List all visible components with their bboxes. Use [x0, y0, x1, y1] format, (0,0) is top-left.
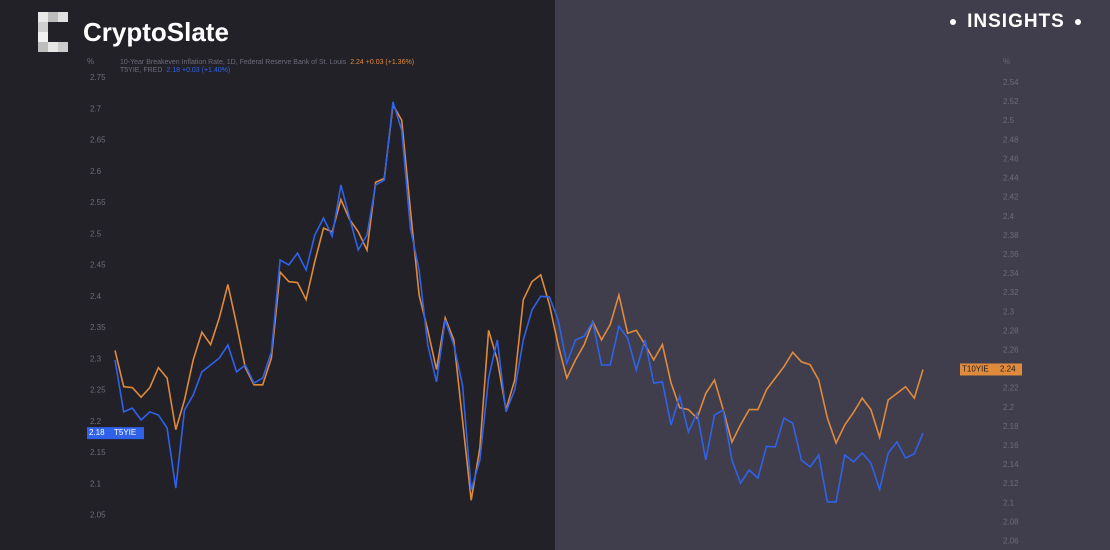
logo: [38, 12, 68, 52]
tag-value: 2.18: [89, 428, 105, 437]
y-tick-label: 2.6: [90, 167, 102, 176]
badge-dot: [1075, 19, 1081, 25]
y-tick-label: 2.45: [90, 261, 106, 270]
legend-value: 2.24 +0.03 (+1.36%): [350, 59, 414, 66]
background-highlight: [555, 0, 1110, 550]
y2-tick-label: 2.08: [1003, 517, 1019, 526]
y-tick-label: 2.05: [90, 511, 106, 520]
y-tick-label: 2.75: [90, 73, 106, 82]
y2-unit: %: [1003, 57, 1010, 66]
y-unit: %: [87, 57, 94, 66]
line: [114, 101, 924, 503]
y2-tick-label: 2.42: [1003, 193, 1019, 202]
y-tick-label: 2.25: [90, 386, 106, 395]
y2-tick-label: 2.4: [1003, 212, 1015, 221]
y-tick-label: 2.4: [90, 292, 102, 301]
tag-name: T5YIE: [114, 428, 136, 437]
y2-tick-label: 2.1: [1003, 498, 1015, 507]
y-tick-label: 2.2: [90, 417, 102, 426]
y-tick-label: 2.5: [90, 229, 102, 238]
y-tick-label: 2.3: [90, 354, 102, 363]
line: [114, 102, 924, 501]
tag-box: [960, 363, 1022, 376]
y2-tick-label: 2.16: [1003, 441, 1019, 450]
tag-value: 2.24: [1000, 365, 1016, 374]
y2-tick-label: 2.12: [1003, 479, 1019, 488]
y2-tick-label: 2.48: [1003, 135, 1019, 144]
tag-name: T10YIE: [962, 365, 989, 374]
y2-tick-label: 2.2: [1003, 403, 1015, 412]
y2-tick-label: 2.18: [1003, 422, 1019, 431]
y2-tick-label: 2.06: [1003, 537, 1019, 546]
y2-tick-label: 2.54: [1003, 78, 1019, 87]
y2-tick-label: 2.34: [1003, 269, 1019, 278]
y-tick-label: 2.55: [90, 198, 106, 207]
y2-tick-label: 2.28: [1003, 326, 1019, 335]
price-tag: 2.18 T5YIE: [87, 427, 144, 440]
y2-tick-label: 2.38: [1003, 231, 1019, 240]
legend-value: 2.18 +0.03 (+1.40%): [166, 67, 230, 74]
y2-tick-label: 2.26: [1003, 345, 1019, 354]
price-tag: T10YIE 2.24: [960, 363, 1022, 376]
y2-tick-label: 2.32: [1003, 288, 1019, 297]
y-tick-label: 2.7: [90, 104, 102, 113]
y-tick-label: 2.15: [90, 448, 106, 457]
y2-tick-label: 2.46: [1003, 154, 1019, 163]
y2-tick-label: 2.22: [1003, 384, 1019, 393]
y2-tick-label: 2.36: [1003, 250, 1019, 259]
y2-tick-label: 2.5: [1003, 116, 1015, 125]
background-left: [0, 0, 555, 550]
y2-tick-label: 2.14: [1003, 460, 1019, 469]
legend-entry: 10-Year Breakeven Inflation Rate, 1D, Fe…: [120, 59, 414, 66]
legend-name: 10-Year Breakeven Inflation Rate, 1D, Fe…: [120, 59, 347, 66]
y2-tick-label: 2.44: [1003, 174, 1019, 183]
brand-name: CryptoSlate: [83, 17, 229, 47]
y2-tick-label: 2.3: [1003, 307, 1015, 316]
badge-dot: [950, 19, 956, 25]
y-tick-label: 2.65: [90, 136, 106, 145]
y-tick-label: 2.35: [90, 323, 106, 332]
tag-box: [87, 427, 144, 440]
y2-tick-label: 2.52: [1003, 97, 1019, 106]
legend-entry: T5YIE, FRED 2.18 +0.03 (+1.40%): [120, 67, 230, 74]
badge: INSIGHTS: [967, 11, 1065, 32]
y-tick-label: 2.1: [90, 479, 102, 488]
legend-name: T5YIE, FRED: [120, 67, 162, 74]
